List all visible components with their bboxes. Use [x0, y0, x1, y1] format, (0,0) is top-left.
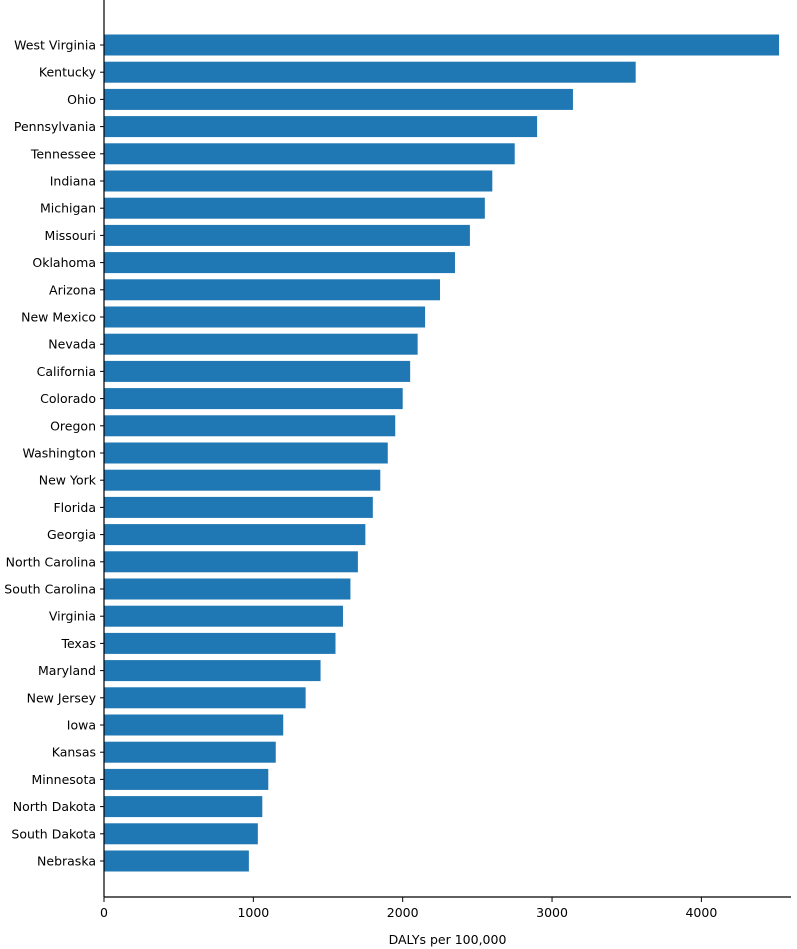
y-tick-label: Iowa [67, 718, 96, 733]
y-tick-label: Texas [60, 636, 96, 651]
y-tick-label: South Dakota [11, 826, 96, 841]
x-axis-label: DALYs per 100,000 [389, 932, 507, 947]
bar-georgia [104, 524, 366, 546]
bar-maryland [104, 660, 321, 682]
y-tick-label: Virginia [49, 609, 96, 624]
bar-arizona [104, 279, 441, 301]
y-tick-label: West Virginia [14, 38, 96, 53]
x-tick-label: 1000 [237, 905, 269, 920]
y-tick-label: North Dakota [13, 799, 96, 814]
bar-ohio [104, 88, 573, 110]
y-tick-label: Kansas [52, 745, 96, 760]
y-tick-label: Indiana [50, 174, 96, 189]
x-ticks: 0 1000 2000 3000 4000 [100, 897, 717, 920]
y-tick-label: Georgia [47, 527, 96, 542]
bar-iowa [104, 714, 284, 736]
bar-north-dakota [104, 796, 263, 818]
bar-nebraska [104, 850, 249, 872]
bar-new-mexico [104, 306, 426, 328]
y-tick-label: Missouri [45, 228, 96, 243]
y-tick-labels: West Virginia Kentucky Ohio Pennsylvania Ten… [4, 38, 104, 869]
y-tick-label: Florida [53, 500, 96, 515]
x-tick-label: 0 [100, 905, 108, 920]
x-tick-label: 2000 [387, 905, 419, 920]
y-tick-label: South Carolina [4, 582, 96, 597]
y-tick-label: Maryland [38, 663, 96, 678]
bar-nevada [104, 333, 418, 355]
bar-oklahoma [104, 252, 455, 274]
bar-kentucky [104, 61, 636, 83]
y-tick-label: Washington [23, 446, 96, 461]
bar-michigan [104, 197, 485, 219]
y-tick-label: Ohio [67, 92, 96, 107]
bar-new-jersey [104, 687, 306, 709]
y-tick-label: Colorado [40, 391, 96, 406]
bar-west-virginia [104, 34, 780, 56]
y-tick-label: Kentucky [39, 65, 97, 80]
y-tick-label: Oregon [50, 418, 96, 433]
bar-texas [104, 632, 336, 654]
y-tick-label: Nevada [48, 337, 96, 352]
y-tick-label: Minnesota [31, 772, 96, 787]
bar-south-carolina [104, 578, 351, 600]
y-tick-label: New Jersey [27, 690, 97, 705]
y-tick-label: Pennsylvania [14, 119, 96, 134]
y-tick-label: Michigan [40, 201, 96, 216]
bar-south-dakota [104, 823, 258, 845]
y-tick-label: New York [39, 473, 97, 488]
bar-california [104, 360, 411, 382]
y-tick-label: California [37, 364, 96, 379]
bar-florida [104, 496, 373, 518]
bars-group [104, 34, 780, 872]
y-tick-label: Oklahoma [32, 255, 96, 270]
bar-washington [104, 442, 388, 464]
bar-kansas [104, 741, 276, 763]
bar-new-york [104, 469, 381, 491]
x-tick-label: 4000 [685, 905, 717, 920]
bar-missouri [104, 224, 470, 246]
y-tick-label: Nebraska [37, 854, 96, 869]
x-tick-label: 3000 [536, 905, 568, 920]
y-tick-label: Tennessee [30, 146, 96, 161]
bar-pennsylvania [104, 116, 538, 138]
bar-colorado [104, 388, 403, 410]
bar-virginia [104, 605, 343, 627]
y-tick-label: Arizona [49, 282, 96, 297]
bar-oregon [104, 415, 396, 437]
bar-tennessee [104, 143, 515, 165]
bar-north-carolina [104, 551, 358, 573]
bar-minnesota [104, 768, 269, 790]
y-tick-label: North Carolina [6, 554, 96, 569]
bar-indiana [104, 170, 493, 192]
y-tick-label: New Mexico [21, 310, 96, 325]
